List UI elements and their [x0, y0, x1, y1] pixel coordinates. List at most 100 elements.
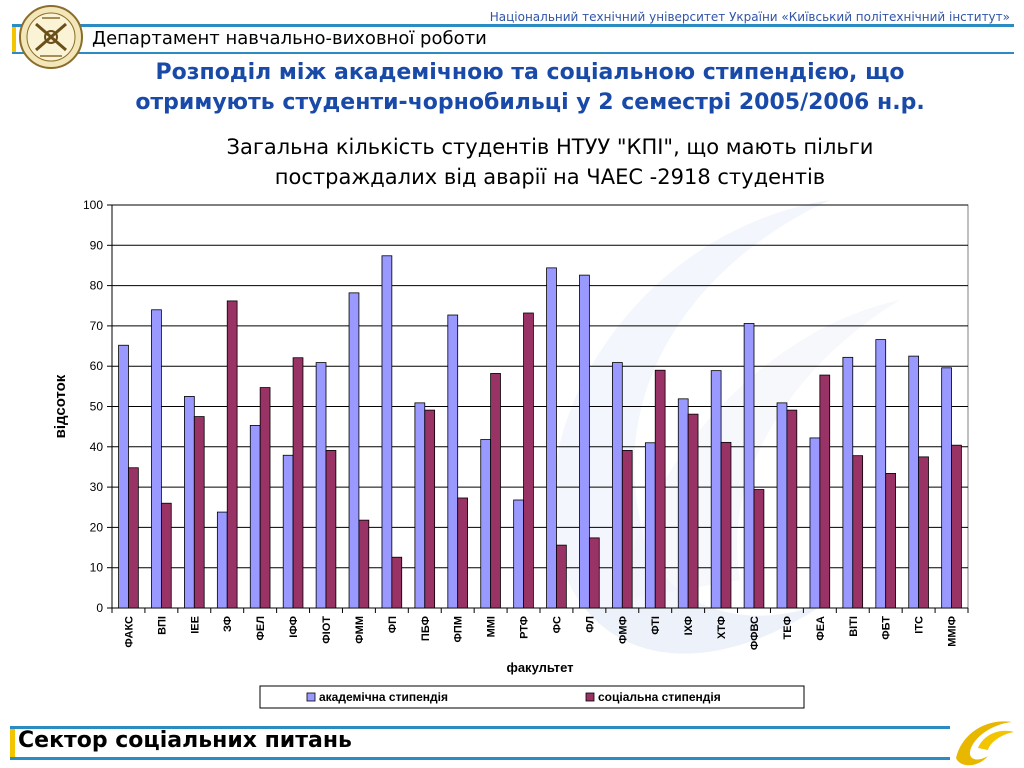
x-tick-label: ФЕЛ: [255, 616, 267, 640]
bar-social: [490, 373, 501, 609]
x-tick-label: ТЕФ: [782, 616, 794, 639]
bar-social: [786, 409, 798, 609]
bar-academic: [480, 439, 492, 609]
bar-social: [588, 537, 600, 609]
legend-swatch: [306, 692, 316, 702]
bar-academic: [710, 370, 722, 609]
chart-subtitle: Загальна кількість студентів НТУУ "КПІ",…: [140, 132, 960, 192]
y-tick-label: 80: [90, 279, 104, 293]
bar-social: [226, 300, 238, 609]
bar-academic: [579, 274, 590, 609]
bar-social: [885, 472, 896, 609]
y-tick-label: 30: [90, 480, 104, 494]
x-tick-label: ФАКС: [123, 616, 135, 648]
legend-swatch: [585, 692, 595, 702]
legend-label: академічна стипендія: [319, 690, 448, 704]
bar-social: [819, 374, 831, 609]
bar-chart: 0 10 20 30 40 50 60 70 80 90 100 ФАКС ВПІ ІЕЕ ЗФ ФЕЛ ІФФ…: [52, 198, 969, 709]
bar-social: [292, 357, 304, 609]
x-tick-label: ФС: [551, 616, 563, 633]
university-seal-icon: [19, 5, 83, 69]
bar-social: [193, 416, 205, 609]
x-axis-title: факультет: [506, 660, 573, 675]
bar-academic: [941, 367, 952, 609]
x-tick-label: ФММ: [354, 616, 366, 644]
bar-social: [160, 502, 172, 609]
x-tick-label: ІХФ: [683, 616, 695, 635]
y-tick-label: 20: [90, 520, 104, 534]
y-tick-label: 50: [90, 400, 104, 414]
x-tick-label: ММІФ: [947, 616, 959, 647]
corner-logo-icon: [956, 721, 1014, 766]
bar-social: [556, 544, 567, 609]
bar-social: [391, 556, 403, 609]
x-tick-label: ІФФ: [288, 616, 300, 638]
bar-academic: [809, 437, 821, 609]
bar-social: [457, 497, 468, 609]
slide-title-line2: отримують студенти-чорнобильці у 2 семес…: [135, 90, 925, 115]
bar-social: [325, 450, 337, 609]
x-tick-label: ПБФ: [420, 616, 432, 641]
bar-social: [128, 467, 139, 609]
footer-label: Сектор соціальних питань: [18, 728, 352, 753]
y-tick-label: 90: [90, 238, 104, 252]
bar-social: [687, 413, 699, 609]
bar-academic: [908, 355, 920, 609]
x-tick-label: ФТІ: [650, 616, 662, 635]
bar-social: [621, 450, 633, 609]
bar-social: [358, 519, 370, 609]
bar-academic: [612, 362, 623, 609]
bar-social: [424, 409, 436, 609]
bar-academic: [315, 362, 327, 609]
x-tick-label: ФП: [387, 616, 399, 633]
y-tick-label: 0: [96, 601, 103, 615]
footer-bar: [10, 726, 950, 760]
bar-academic: [118, 344, 129, 609]
bar-academic: [546, 267, 557, 609]
bar-social: [918, 456, 929, 609]
x-tick-label: ЗФ: [222, 616, 234, 632]
x-tick-label: ФБТ: [881, 616, 893, 640]
slide-title-line1: Розподіл між академічною та соціальною с…: [155, 60, 905, 85]
bar-academic: [348, 292, 360, 609]
bar-academic: [776, 402, 788, 609]
y-axis-title: відсоток: [52, 374, 69, 438]
x-tick-label: ХТФ: [716, 616, 728, 639]
x-tick-label: ВІТІ: [848, 616, 860, 637]
chart-subtitle-line1: Загальна кількість студентів НТУУ "КПІ",…: [226, 135, 874, 159]
x-tick-label: ІЕЕ: [189, 616, 201, 634]
bar-social: [654, 369, 666, 609]
bar-academic: [216, 511, 228, 609]
y-tick-label: 60: [90, 359, 104, 373]
x-tick-label: ФФВС: [749, 616, 761, 650]
bar-academic: [875, 339, 887, 609]
department-bar: [12, 24, 1014, 54]
slide-title: Розподіл між академічною та соціальною с…: [60, 58, 1000, 118]
bar-social: [951, 444, 962, 609]
bar-academic: [513, 499, 524, 609]
bar-academic: [644, 442, 656, 609]
x-tick-label: ФПМ: [453, 616, 465, 642]
bar-academic: [842, 356, 854, 609]
bar-social: [852, 455, 864, 609]
bar-academic: [743, 323, 755, 609]
legend-label: соціальна стипендія: [598, 690, 721, 704]
x-tick-label: ФЛ: [584, 616, 596, 633]
y-tick-label: 100: [83, 198, 103, 212]
bar-social: [523, 312, 534, 609]
y-tick-label: 10: [90, 561, 104, 575]
bar-social: [753, 489, 765, 609]
x-tick-label: ФЕА: [815, 616, 827, 641]
x-tick-label: ФІОТ: [321, 616, 333, 644]
chart-subtitle-line2: постраждалих від аварії на ЧАЕС -2918 ст…: [274, 165, 826, 189]
bar-academic: [447, 314, 459, 609]
university-name: Національний технічний університет Украї…: [489, 10, 1010, 24]
department-label: Департамент навчально-виховної роботи: [92, 28, 487, 49]
x-tick-label: ФМФ: [617, 616, 629, 644]
bar-academic: [282, 454, 294, 609]
bar-academic: [151, 309, 162, 609]
bar-academic: [677, 398, 689, 609]
x-tick-label: ІТС: [914, 616, 926, 634]
bar-academic: [184, 396, 195, 609]
legend-box: [259, 685, 805, 709]
